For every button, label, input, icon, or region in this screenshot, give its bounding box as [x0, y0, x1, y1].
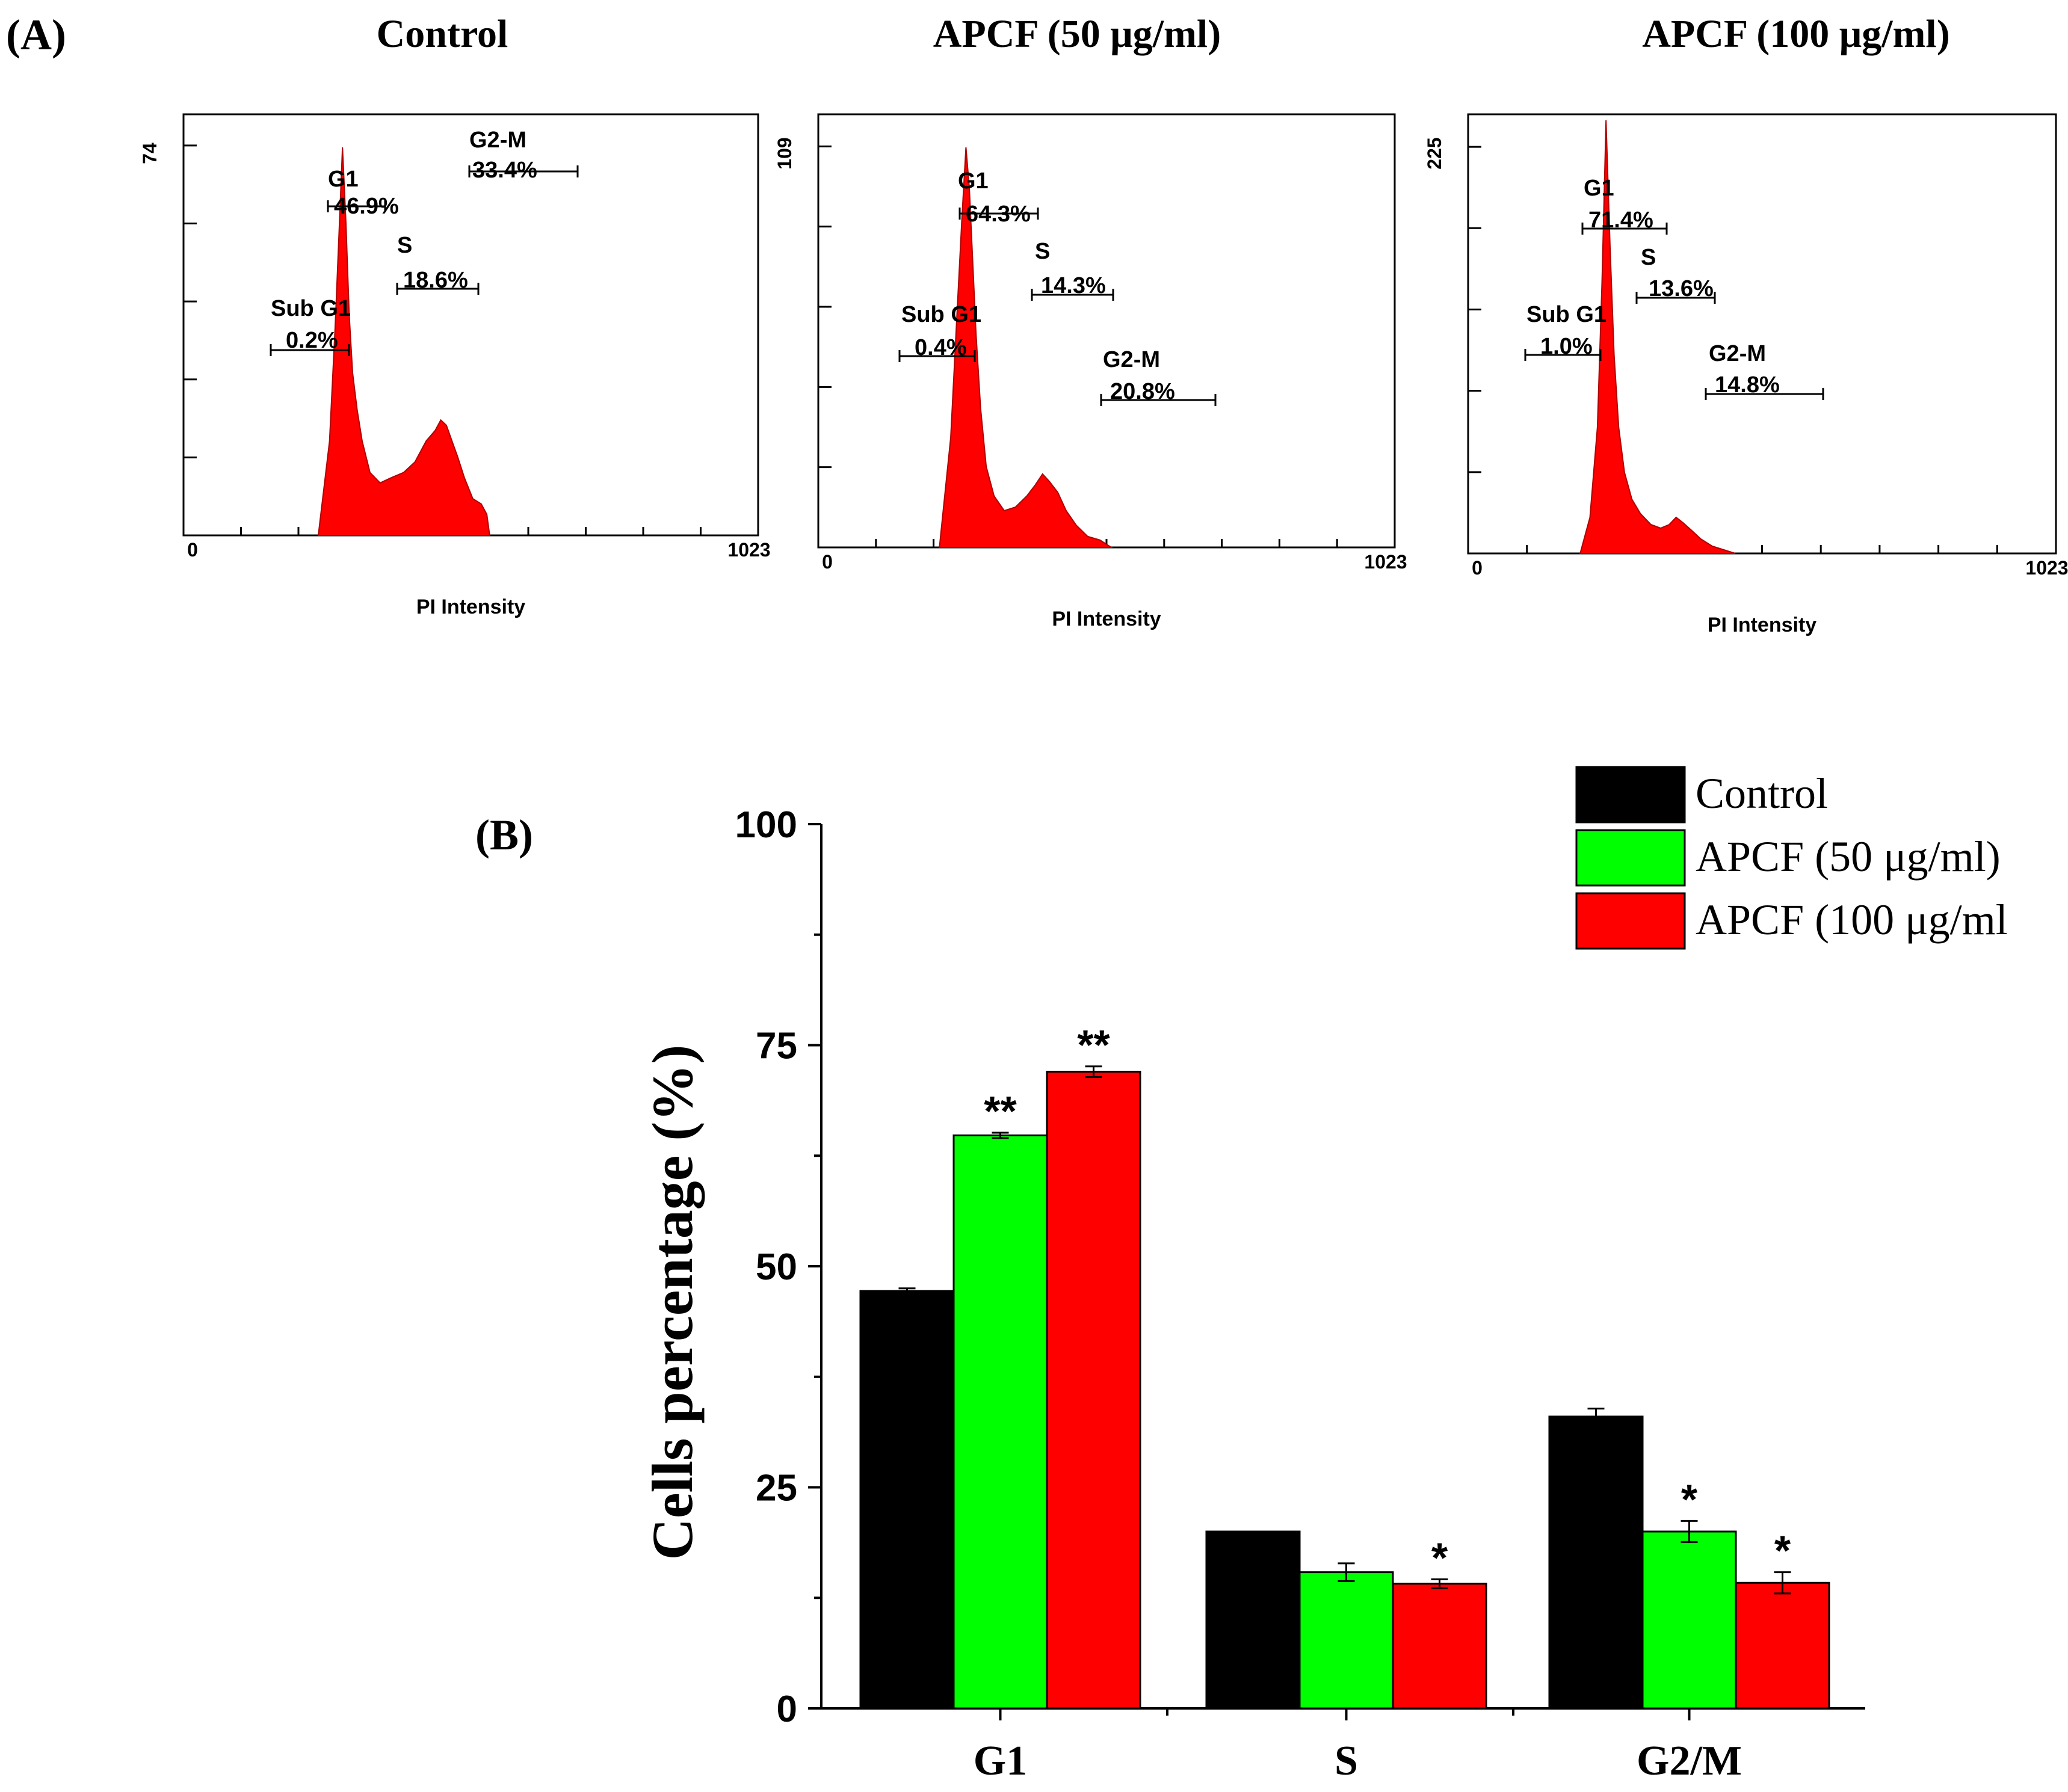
y-tick-label: 0 — [777, 1689, 797, 1730]
gate-phase-label: G2-M — [1103, 347, 1160, 372]
histogram-area — [939, 147, 1114, 548]
y-tick-label: 100 — [735, 804, 797, 846]
y-tick-label: 75 — [756, 1026, 797, 1067]
legend-swatch-0 — [1575, 766, 1686, 824]
x-category-label: G2/M — [1637, 1738, 1742, 1784]
panel-a-label: (A) — [6, 11, 66, 59]
significance-marker: * — [1681, 1476, 1698, 1523]
x-category-label: G1 — [974, 1738, 1027, 1784]
gate-percentage: 1.0% — [1540, 334, 1593, 359]
gate-phase-label: G1 — [1584, 176, 1614, 201]
legend-label-1: APCF (50 μg/ml) — [1696, 833, 2001, 881]
histogram-title: APCF (50 μg/ml) — [933, 12, 1221, 56]
gate-percentage: 46.9% — [334, 194, 399, 219]
bar-S-series-0 — [1205, 1530, 1301, 1710]
x-min-label: 0 — [1472, 557, 1483, 579]
gate-percentage: 0.2% — [286, 328, 338, 353]
y-max-label: 109 — [774, 137, 795, 169]
gate-phase-label: Sub G1 — [1526, 302, 1607, 327]
gate-phase-label: G2-M — [1709, 341, 1766, 366]
histogram-area — [317, 147, 490, 536]
y-tick-label: 50 — [756, 1246, 797, 1288]
gate-percentage: 33.4% — [472, 158, 537, 183]
histogram-area — [1579, 120, 1736, 554]
gate-percentage: 71.4% — [1588, 208, 1653, 233]
gate-percentage: 0.4% — [915, 335, 967, 360]
x-min-label: 0 — [822, 551, 833, 573]
gate-percentage: 18.6% — [403, 268, 468, 293]
x-axis-label: PI Intensity — [1052, 608, 1161, 630]
histogram-title: Control — [377, 12, 508, 56]
histogram-apcf-100: APCF (100 μg/ml) 225 0 1023 PI Intensity G1 71… — [1424, 12, 2068, 636]
x-max-label: 1023 — [1364, 551, 1407, 573]
gate-phase-label: S — [1641, 245, 1656, 270]
bar-G1-series-1 — [952, 1134, 1048, 1710]
significance-marker: ** — [1077, 1021, 1110, 1068]
y-max-label: 225 — [1424, 137, 1445, 169]
histogram-apcf-50: APCF (50 μg/ml) 109 0 1023 PI Intensity G1 64.… — [774, 12, 1407, 630]
legend-swatch-2 — [1575, 892, 1686, 950]
gate-phase-label: Sub G1 — [901, 302, 981, 327]
y-tick-label: 25 — [756, 1468, 797, 1509]
x-axis-label: PI Intensity — [416, 596, 525, 618]
legend-swatch-1 — [1575, 829, 1686, 887]
gate-phase-label: S — [397, 233, 412, 258]
y-axis-label: Cells percentage (%) — [640, 1045, 705, 1560]
gate-phase-label: S — [1035, 239, 1050, 264]
x-axis-label: PI Intensity — [1708, 614, 1816, 636]
bar-S-series-1 — [1298, 1571, 1394, 1710]
legend-label-2: APCF (100 μg/ml — [1696, 896, 2008, 944]
gate-phase-label: G1 — [958, 168, 989, 194]
bar-S-series-2 — [1392, 1583, 1487, 1710]
gate-phase-label: G2-M — [469, 128, 526, 153]
significance-marker: * — [1774, 1527, 1791, 1574]
x-category-label: S — [1335, 1738, 1358, 1784]
bar-G2M-series-2 — [1735, 1581, 1830, 1710]
x-max-label: 1023 — [2025, 557, 2068, 579]
x-min-label: 0 — [187, 539, 198, 561]
gate-percentage: 20.8% — [1110, 379, 1175, 404]
gate-percentage: 64.3% — [966, 202, 1031, 227]
x-max-label: 1023 — [727, 539, 770, 561]
gate-phase-label: Sub G1 — [271, 296, 351, 321]
bar-G2M-series-0 — [1548, 1415, 1644, 1710]
histogram-title: APCF (100 μg/ml) — [1642, 12, 1950, 56]
gate-percentage: 14.8% — [1715, 372, 1780, 398]
gate-percentage: 14.3% — [1041, 273, 1106, 298]
y-max-label: 74 — [139, 143, 161, 164]
gate-percentage: 13.6% — [1649, 276, 1714, 301]
significance-marker: ** — [984, 1088, 1017, 1135]
bar-G1-series-0 — [859, 1290, 955, 1710]
legend-label-0: Control — [1696, 769, 1828, 817]
bar-G2M-series-1 — [1641, 1530, 1737, 1710]
panel-b-label: (B) — [475, 811, 533, 859]
bar-G1-series-2 — [1046, 1071, 1141, 1710]
significance-marker: * — [1431, 1534, 1448, 1581]
gate-phase-label: G1 — [328, 167, 359, 192]
